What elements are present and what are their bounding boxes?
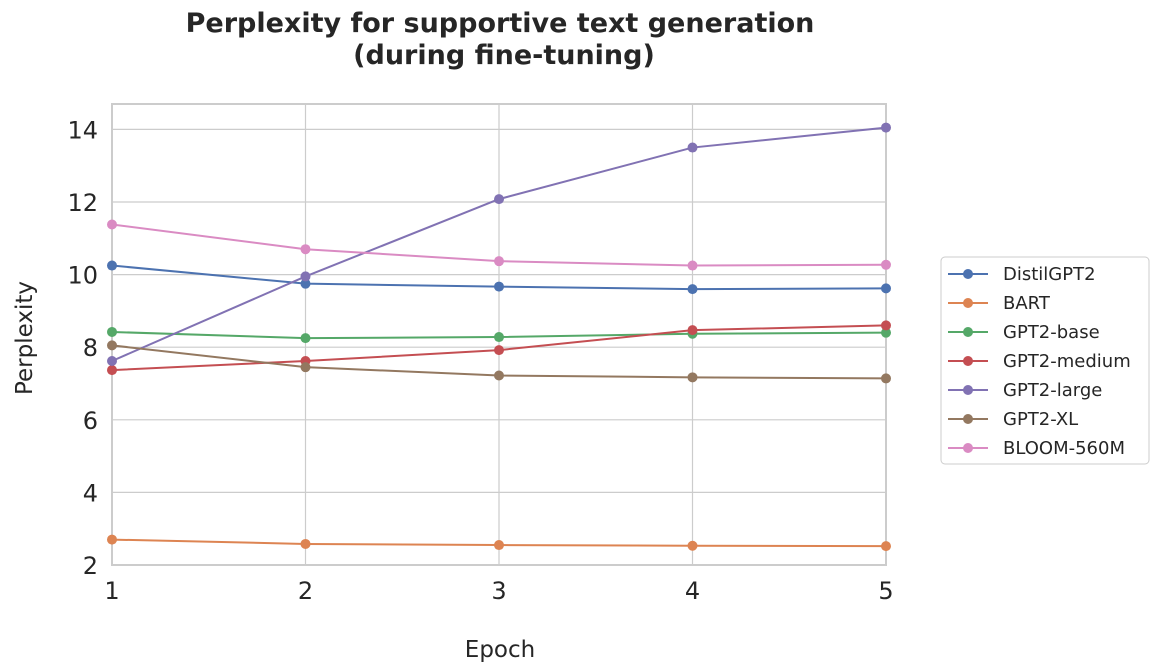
data-point <box>107 326 117 337</box>
legend-entry: GPT2-medium <box>1003 351 1131 372</box>
legend-marker <box>963 356 973 366</box>
legend-entry: GPT2-large <box>1003 380 1102 401</box>
series-gpt2-medium <box>107 320 891 376</box>
data-point <box>107 534 117 545</box>
chart-title-line-2: (during fine-tuning) <box>353 40 655 71</box>
data-point <box>494 256 504 267</box>
data-point <box>881 320 891 331</box>
y-tick-label: 6 <box>83 407 98 435</box>
data-point <box>300 362 311 373</box>
series-gpt2-large <box>107 122 891 366</box>
data-point <box>107 355 117 366</box>
legend-box <box>940 256 1150 465</box>
data-point <box>300 278 311 289</box>
x-tick-label: 2 <box>298 577 313 605</box>
data-point <box>881 541 891 552</box>
series-group <box>107 122 891 552</box>
x-axis-label: Epoch <box>465 637 535 663</box>
data-point <box>107 219 117 230</box>
legend-marker <box>963 269 973 279</box>
x-tick-label: 5 <box>878 577 893 605</box>
legend-marker <box>963 385 973 395</box>
data-point <box>494 281 504 292</box>
data-point <box>881 259 891 270</box>
x-tick-label: 4 <box>685 577 700 605</box>
data-point <box>687 372 698 383</box>
legend: DistilGPT2 BART GPT2-base GPT2-medium GPT2-l… <box>940 256 1150 465</box>
data-point <box>300 271 311 282</box>
data-point <box>881 283 891 294</box>
data-point <box>494 540 504 551</box>
data-point <box>494 332 504 343</box>
y-tick-label: 14 <box>67 116 98 144</box>
x-tick-label: 3 <box>491 577 506 605</box>
series-bart <box>107 534 891 552</box>
data-point <box>687 325 698 336</box>
y-tick-label: 4 <box>83 479 98 507</box>
data-point <box>107 260 117 271</box>
data-point <box>881 327 891 338</box>
data-point <box>107 365 117 376</box>
x-tick-label: 1 <box>104 577 119 605</box>
data-point <box>687 142 698 153</box>
series-gpt2-xl <box>107 340 891 384</box>
data-point <box>494 194 504 205</box>
data-point <box>494 370 504 381</box>
y-tick-label: 8 <box>83 334 98 362</box>
y-axis-label: Perplexity <box>12 281 38 395</box>
legend-entry: BART <box>1003 293 1051 314</box>
legend-marker <box>963 414 973 424</box>
data-point <box>494 345 504 356</box>
y-tick-label: 2 <box>83 552 98 580</box>
series-bloom-560m <box>107 219 891 271</box>
series-gpt2-base <box>107 326 891 344</box>
legend-marker <box>963 443 973 453</box>
data-point <box>881 122 891 133</box>
chart-title-line-1: Perplexity for supportive text generatio… <box>186 8 815 39</box>
legend-entry: BLOOM-560M <box>1003 438 1125 459</box>
data-point <box>300 333 311 344</box>
legend-marker <box>963 327 973 337</box>
y-tick-label: 10 <box>67 262 98 290</box>
data-point <box>107 340 117 351</box>
legend-entry: GPT2-XL <box>1003 409 1078 430</box>
data-point <box>687 284 698 295</box>
legend-entry: GPT2-base <box>1003 322 1100 343</box>
series-distilgpt2 <box>107 260 891 295</box>
data-point <box>687 540 698 551</box>
data-point <box>881 373 891 384</box>
legend-marker <box>963 298 973 308</box>
data-point <box>300 244 311 255</box>
y-tick-label: 12 <box>67 189 98 217</box>
legend-entry: DistilGPT2 <box>1003 264 1096 285</box>
data-point <box>687 260 698 271</box>
data-point <box>300 538 311 549</box>
